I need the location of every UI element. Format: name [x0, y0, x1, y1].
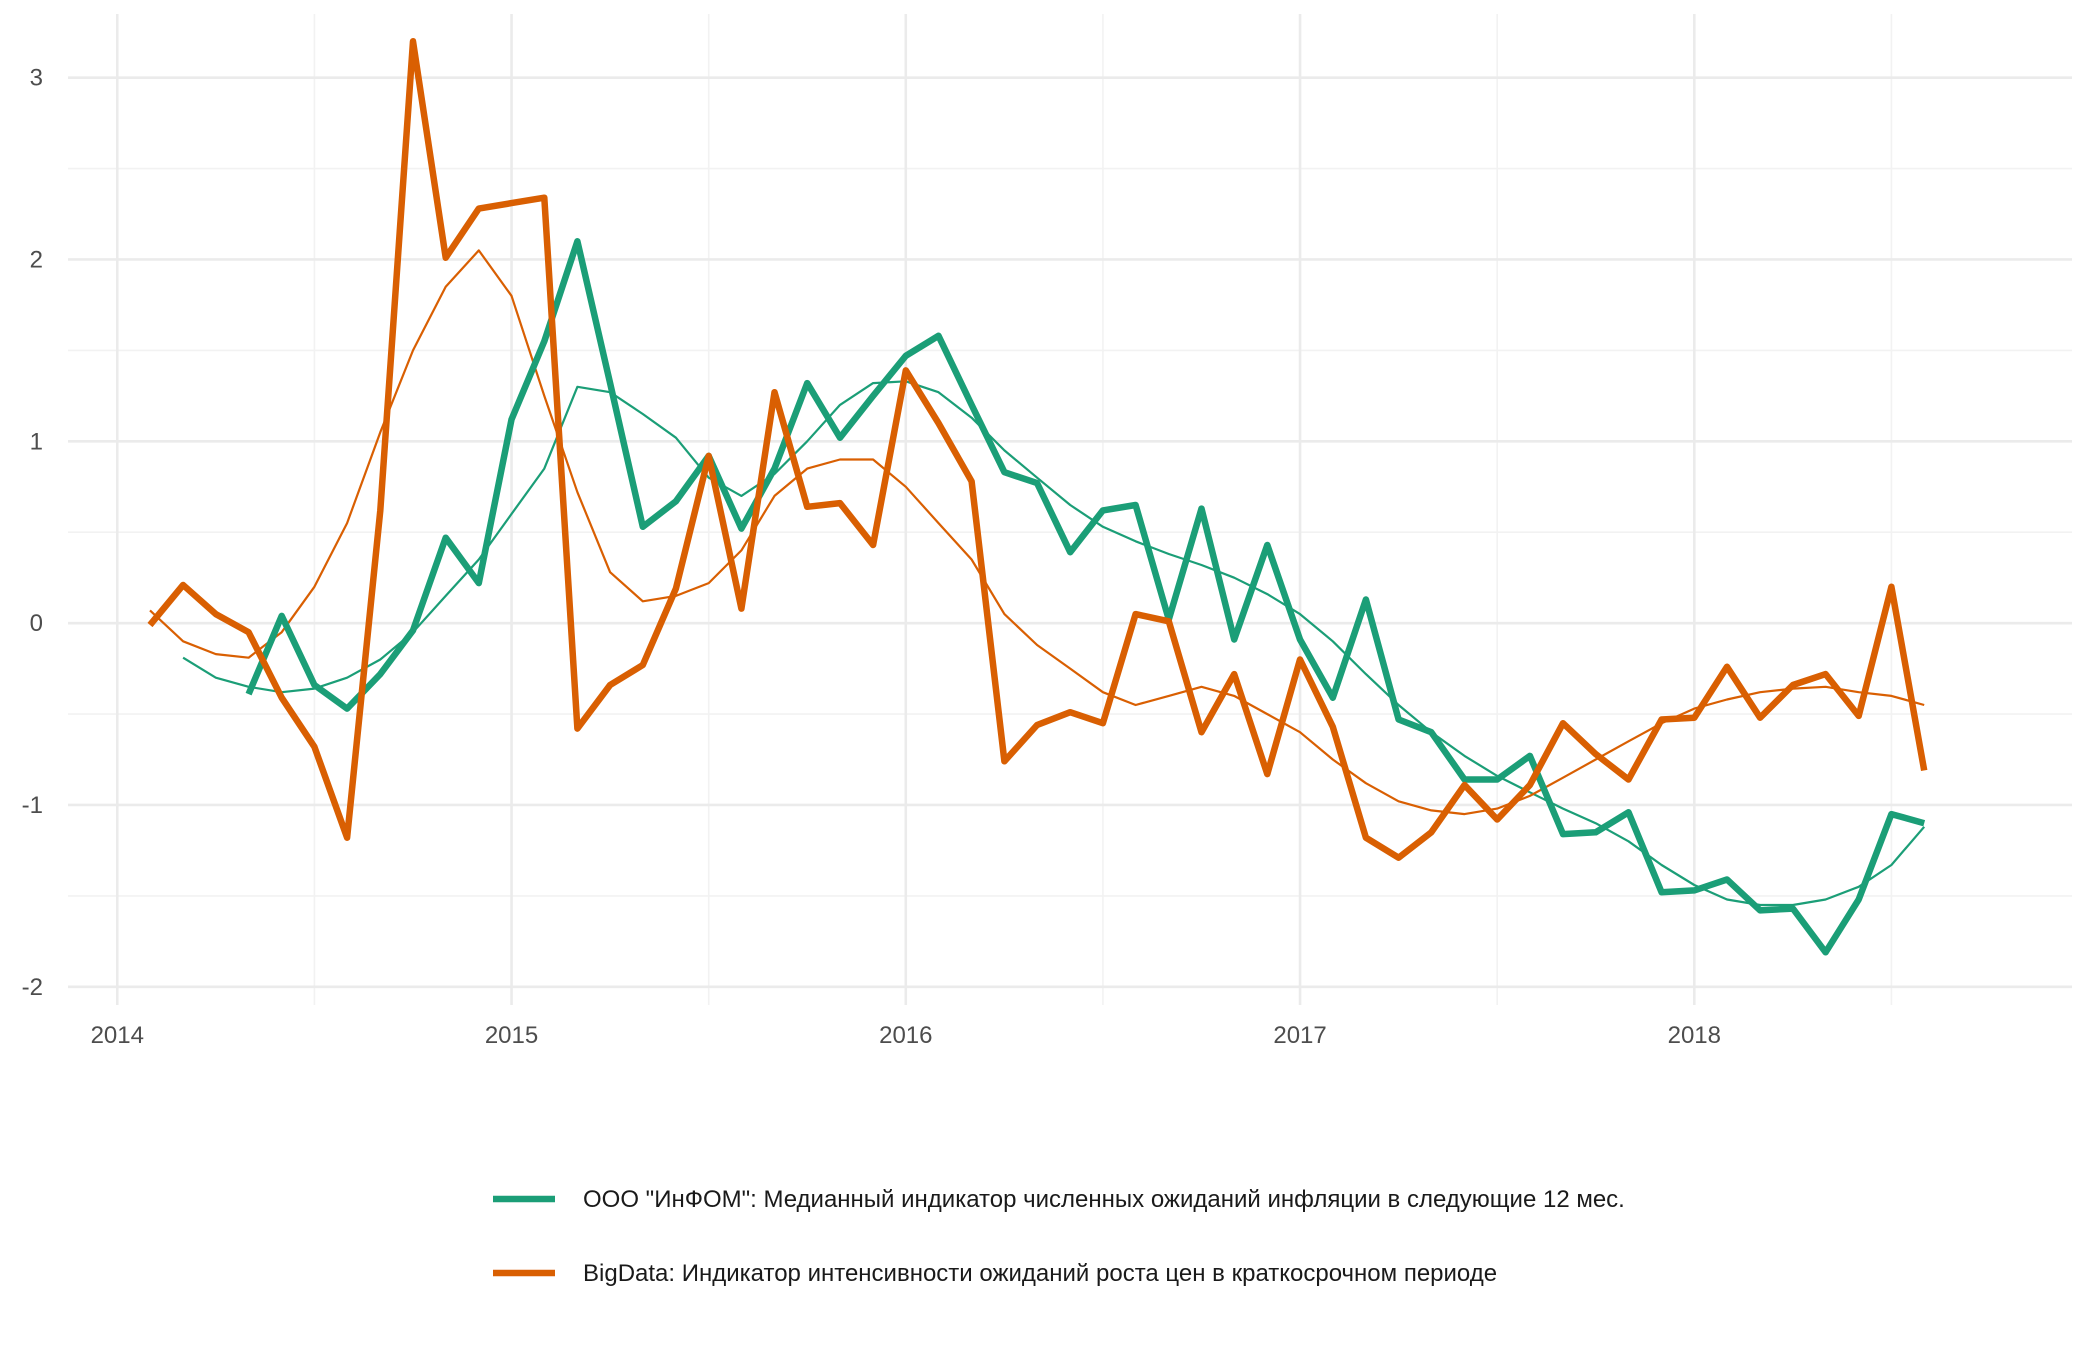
y-tick-label: 1: [30, 428, 43, 455]
indicator-line: [147, 38, 1928, 861]
minor-gridlines: [68, 14, 2072, 1005]
x-axis-tick-labels: 2014 2015 2016 2017 2018: [91, 1022, 1721, 1049]
indicator-line: [245, 238, 1926, 956]
trend-line: [149, 249, 1925, 816]
x-tick-label: 2015: [485, 1022, 538, 1049]
y-tick-label: -1: [22, 792, 43, 819]
legend-label: ООО "ИнФОМ": Медианный индикатор численн…: [583, 1186, 1625, 1213]
legend: ООО "ИнФОМ": Медианный индикатор численн…: [493, 1186, 1625, 1287]
trend-line: [182, 380, 1926, 907]
x-tick-label: 2016: [879, 1022, 932, 1049]
y-tick-label: 3: [30, 65, 43, 92]
major-gridlines: [68, 14, 2072, 1005]
y-tick-label: 2: [30, 246, 43, 273]
series-lines: [147, 38, 1928, 956]
x-tick-label: 2014: [91, 1022, 144, 1049]
y-axis-tick-labels: -2 -1 0 1 2 3: [22, 65, 43, 1001]
x-tick-label: 2017: [1273, 1022, 1326, 1049]
y-tick-label: -2: [22, 974, 43, 1001]
legend-label: BigData: Индикатор интенсивности ожидани…: [583, 1260, 1497, 1287]
x-tick-label: 2018: [1668, 1022, 1721, 1049]
y-tick-label: 0: [30, 610, 43, 637]
